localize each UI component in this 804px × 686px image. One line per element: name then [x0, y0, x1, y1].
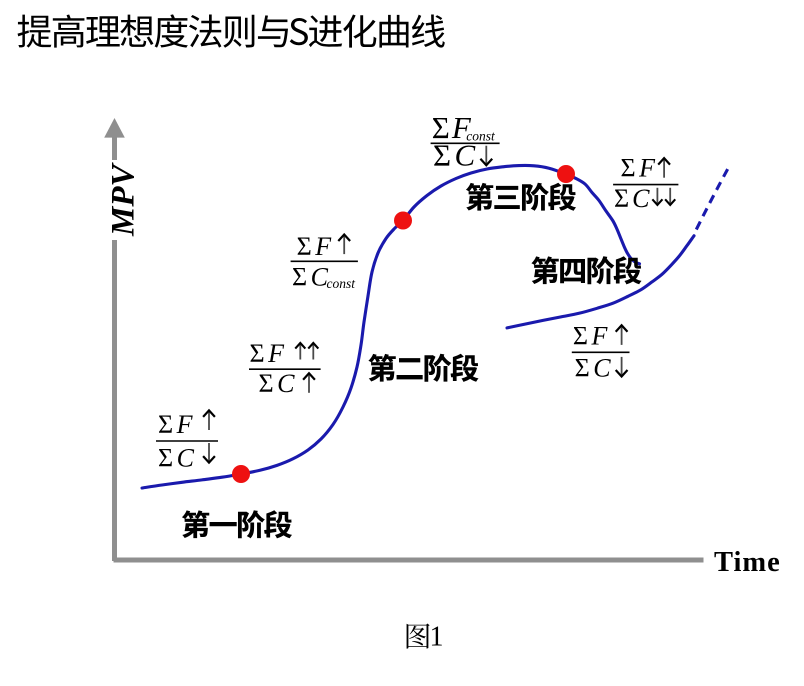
- svg-text:ΣC: ΣC: [614, 184, 650, 213]
- svg-text:ΣF: ΣF: [158, 410, 194, 439]
- svg-text:ΣC: ΣC: [575, 354, 612, 383]
- svg-text:ΣF: ΣF: [297, 232, 333, 261]
- svg-text:ΣC: ΣC: [158, 444, 195, 473]
- svg-text:ΣF: ΣF: [621, 154, 657, 183]
- svg-text:ΣC: ΣC: [433, 138, 476, 173]
- svg-text:ΣF: ΣF: [573, 322, 609, 351]
- svg-text:ΣC: ΣC: [259, 369, 296, 398]
- svg-text:Time: Time: [714, 547, 781, 578]
- svg-text:MPV: MPV: [106, 162, 142, 238]
- svg-text:ΣF: ΣF: [250, 339, 286, 368]
- svg-text:1: 1: [430, 622, 444, 653]
